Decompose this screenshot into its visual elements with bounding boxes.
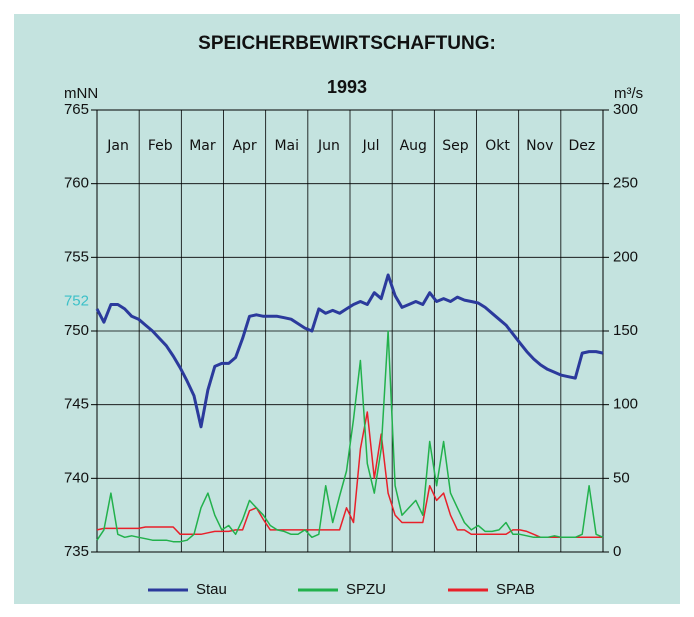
y2-tick-label: 250 bbox=[613, 175, 638, 192]
y-tick-label: 760 bbox=[64, 175, 89, 192]
legend-label: Stau bbox=[196, 581, 227, 598]
y-tick-label: 765 bbox=[64, 101, 89, 118]
y-tick-label: 750 bbox=[64, 322, 89, 339]
month-label: Feb bbox=[148, 138, 173, 154]
y2-tick-label: 300 bbox=[613, 101, 638, 118]
y-tick-label: 755 bbox=[64, 248, 89, 265]
y2-tick-label: 50 bbox=[613, 469, 630, 486]
chart-title: SPEICHERBEWIRTSCHAFTUNG: bbox=[198, 33, 496, 54]
y2-tick-label: 200 bbox=[613, 248, 638, 265]
month-label: Jan bbox=[106, 138, 129, 154]
chart-subtitle: 1993 bbox=[327, 77, 367, 97]
series-line bbox=[95, 273, 604, 429]
y2-axis-label: m³/s bbox=[614, 85, 643, 102]
legend-label: SPZU bbox=[346, 581, 386, 598]
highlight-tick-label: 752 bbox=[64, 293, 89, 310]
month-label: Mai bbox=[274, 138, 299, 154]
y2-tick-label: 100 bbox=[613, 396, 638, 413]
y2-tick-label: 0 bbox=[613, 543, 621, 560]
y-axis-label: mNN bbox=[64, 85, 98, 102]
month-label: Sep bbox=[442, 138, 469, 154]
month-label: Nov bbox=[526, 138, 553, 154]
month-label: Dez bbox=[569, 138, 596, 154]
y2-tick-label: 150 bbox=[613, 322, 638, 339]
month-label: Okt bbox=[485, 138, 510, 154]
month-label: Aug bbox=[400, 138, 427, 154]
series-line bbox=[96, 411, 603, 539]
month-label: Apr bbox=[232, 138, 256, 154]
series-line bbox=[96, 330, 604, 543]
y-tick-label: 735 bbox=[64, 543, 89, 560]
month-label: Jun bbox=[317, 138, 340, 154]
y-tick-label: 740 bbox=[64, 469, 89, 486]
month-label: Jul bbox=[362, 138, 380, 154]
y-tick-label: 745 bbox=[64, 396, 89, 413]
month-label: Mar bbox=[189, 138, 216, 154]
legend-label: SPAB bbox=[496, 581, 535, 598]
